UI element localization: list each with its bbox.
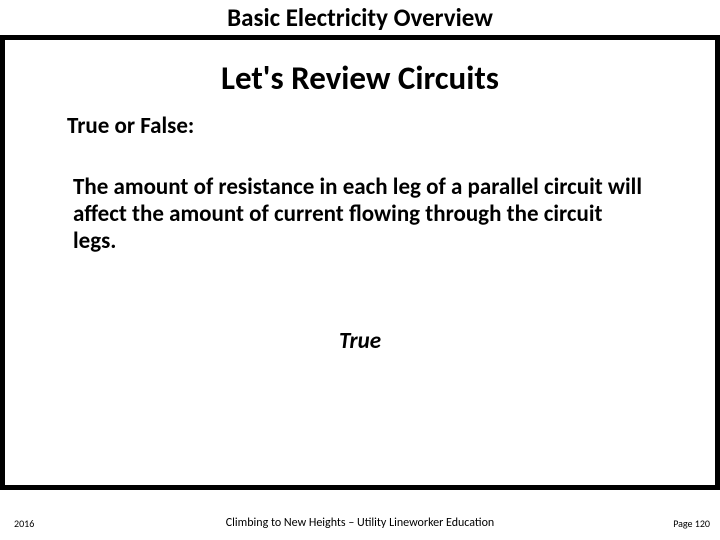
question-prompt: True or False: (67, 112, 715, 140)
footer-center: Climbing to New Heights – Utility Linewo… (0, 516, 720, 530)
answer-text: True (5, 327, 715, 355)
header: Basic Electricity Overview (0, 0, 720, 33)
question-text: The amount of resistance in each leg of … (73, 174, 643, 255)
content-box: Let's Review Circuits True or False: The… (0, 35, 720, 490)
footer: 2016 Climbing to New Heights – Utility L… (0, 510, 720, 530)
footer-page: Page 120 (673, 517, 710, 530)
slide: Basic Electricity Overview Let's Review … (0, 0, 720, 540)
section-title: Let's Review Circuits (5, 58, 715, 98)
header-title: Basic Electricity Overview (0, 2, 720, 33)
